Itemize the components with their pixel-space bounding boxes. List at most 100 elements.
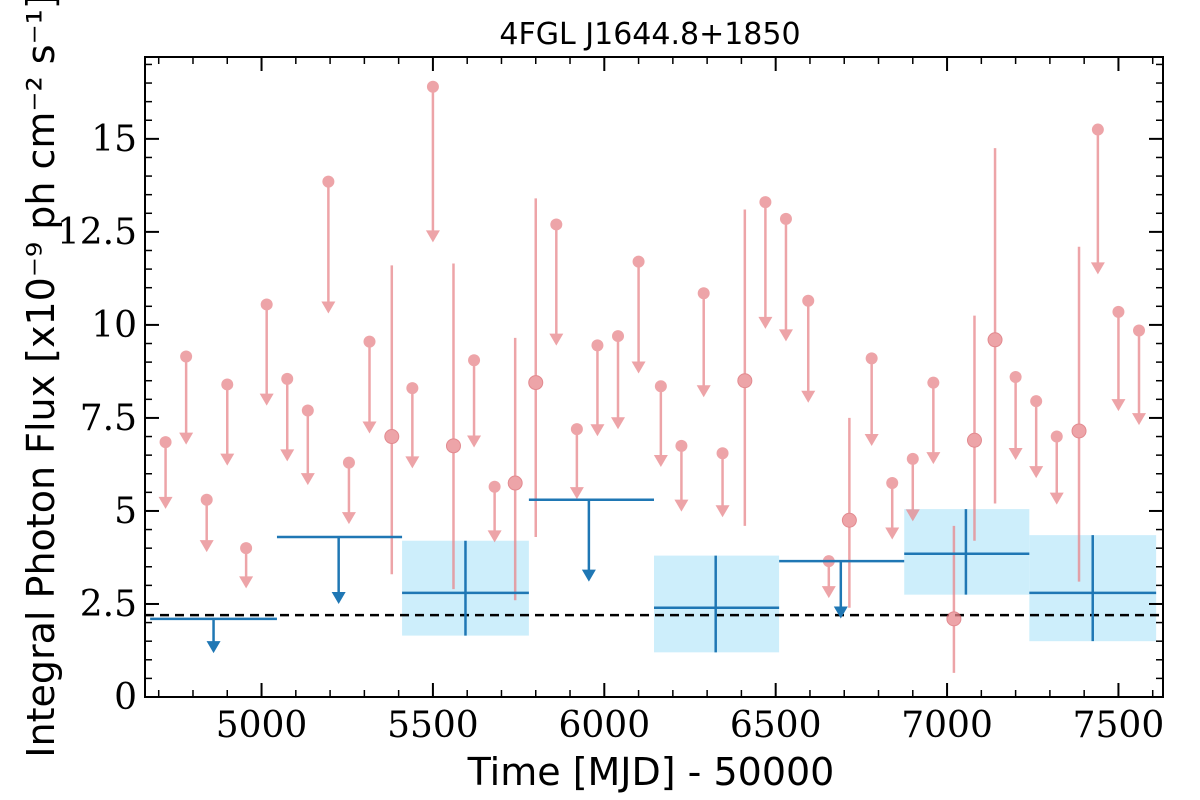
upper-limit-arrow — [864, 434, 879, 447]
detection-marker — [507, 475, 523, 491]
detection-marker — [445, 438, 461, 454]
upper-limit-marker — [1009, 371, 1022, 383]
monthly-detection — [841, 417, 857, 608]
upper-limit-marker — [240, 542, 253, 555]
monthly-detection — [946, 525, 962, 673]
yearly-detection — [402, 540, 529, 636]
upper-limit-arrow — [905, 509, 920, 522]
monthly-upper-limit — [778, 212, 793, 342]
upper-limit-arrow — [321, 301, 336, 314]
upper-limit-arrow — [590, 424, 605, 437]
upper-limit-marker — [322, 175, 335, 188]
yearly-upper-limit — [276, 535, 403, 604]
upper-limit-marker — [426, 80, 439, 93]
upper-limit-arrow — [1111, 399, 1126, 412]
upper-limit-arrow — [926, 452, 941, 465]
upper-limit-arrow — [1029, 466, 1044, 479]
upper-limit-arrow — [611, 417, 626, 430]
detection-marker — [987, 332, 1003, 348]
monthly-upper-limit — [467, 354, 482, 448]
monthly-detection — [987, 148, 1003, 504]
monthly-upper-limit — [179, 350, 194, 445]
yearly-limit-arrow — [331, 592, 346, 604]
upper-limit-marker — [591, 339, 604, 352]
monthly-upper-limit — [220, 378, 235, 466]
detection-marker — [841, 512, 857, 528]
detection-marker — [966, 432, 982, 448]
monthly-detection — [528, 198, 544, 537]
upper-limit-arrow — [715, 505, 730, 518]
monthly-upper-limit — [631, 255, 646, 374]
upper-limit-marker — [865, 352, 878, 365]
y-axis-label: Integral Photon Flux [x10⁻⁹ ph cm⁻² s⁻¹] — [19, 0, 63, 758]
detection-marker — [946, 611, 962, 627]
upper-limit-marker — [281, 372, 294, 385]
upper-limit-arrow — [885, 527, 900, 540]
monthly-upper-limit — [425, 80, 440, 243]
upper-limit-marker — [716, 447, 729, 460]
monthly-upper-limit — [715, 447, 730, 518]
monthly-detection — [737, 209, 753, 526]
monthly-detection — [507, 337, 523, 601]
upper-limit-arrow — [1132, 413, 1147, 426]
monthly-upper-limit — [300, 404, 315, 486]
y-tick-label: 5 — [114, 491, 137, 532]
upper-limit-marker — [1050, 430, 1063, 443]
upper-limit-marker — [802, 294, 815, 307]
upper-limit-marker — [1091, 123, 1104, 136]
monthly-upper-limit — [674, 439, 689, 512]
upper-limit-arrow — [280, 449, 295, 462]
upper-limit-arrow — [362, 421, 377, 434]
monthly-upper-limit — [758, 196, 773, 329]
upper-limit-marker — [570, 423, 583, 436]
x-tick-label: 7000 — [901, 705, 993, 746]
upper-limit-marker — [180, 350, 193, 363]
x-tick-label: 6500 — [730, 705, 822, 746]
upper-limit-arrow — [696, 385, 711, 398]
x-axis-label: Time [MJD] - 50000 — [467, 750, 835, 794]
upper-limit-arrow — [341, 512, 356, 525]
upper-limit-marker — [927, 376, 940, 389]
yearly-limit-arrow — [581, 569, 596, 582]
monthly-upper-limit — [321, 175, 336, 314]
upper-limit-marker — [654, 380, 667, 393]
monthly-upper-limit — [905, 452, 920, 522]
chart-title: 4FGL J1644.8+1850 — [499, 17, 800, 52]
upper-limit-marker — [632, 255, 645, 268]
upper-limit-arrow — [158, 496, 173, 509]
upper-limit-marker — [342, 456, 355, 469]
upper-limit-arrow — [1090, 262, 1105, 275]
monthly-upper-limit — [801, 294, 816, 403]
yearly-points — [150, 498, 1157, 654]
upper-limit-marker — [1112, 305, 1125, 318]
upper-limit-arrow — [405, 456, 420, 469]
upper-limit-marker — [675, 439, 688, 452]
monthly-upper-limit — [926, 376, 941, 465]
yearly-limit-arrow — [833, 606, 848, 619]
upper-limit-arrow — [653, 454, 668, 467]
upper-limit-marker — [301, 404, 314, 417]
upper-limit-marker — [550, 218, 563, 231]
monthly-upper-limit — [405, 382, 420, 469]
monthly-upper-limit — [158, 436, 173, 509]
upper-limit-arrow — [674, 499, 689, 512]
upper-limit-marker — [363, 335, 376, 348]
monthly-upper-limit — [1132, 324, 1147, 426]
monthly-upper-limit — [590, 339, 605, 437]
upper-limit-marker — [159, 436, 172, 449]
monthly-upper-limit — [653, 380, 668, 467]
monthly-upper-limit — [341, 456, 356, 525]
upper-limit-arrow — [220, 453, 235, 466]
detection-marker — [737, 373, 753, 389]
upper-limit-marker — [759, 196, 772, 209]
monthly-upper-limit — [259, 298, 274, 406]
monthly-upper-limit — [239, 542, 254, 589]
upper-limit-arrow — [631, 361, 646, 374]
x-tick-label: 7500 — [1073, 705, 1165, 746]
monthly-upper-limit — [280, 372, 295, 462]
plot-frame — [144, 56, 1164, 698]
monthly-upper-limit — [199, 493, 214, 553]
upper-limit-marker — [886, 477, 899, 490]
axes: 5000 5500 6000 6500 7000 7500 0 2.5 5 7.5 10 12.5 15 — [57, 56, 1165, 746]
